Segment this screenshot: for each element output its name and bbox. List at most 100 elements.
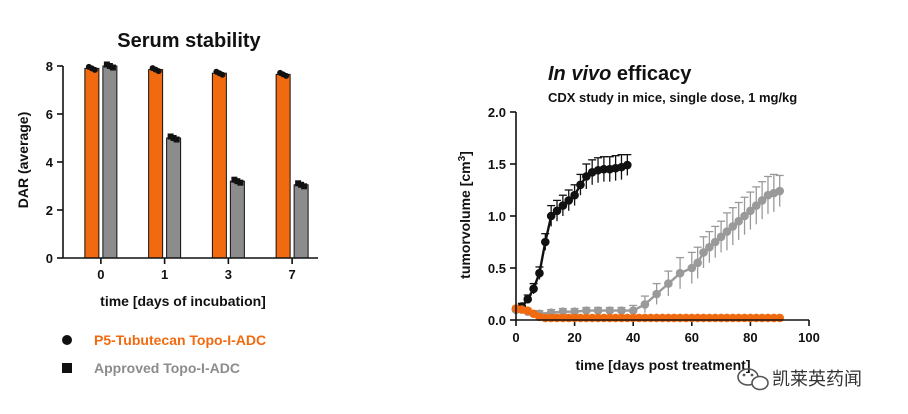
series-point	[582, 306, 591, 315]
y-label-main: tumorvolume [cm	[457, 161, 473, 278]
y-label-close: ]	[457, 151, 473, 156]
bar-chart-title: Serum stability	[117, 30, 261, 52]
legend-square-marker	[62, 363, 72, 373]
line-y-tick-label: 0.0	[488, 313, 506, 328]
bar-chart-y-axis-label: DAR (average)	[15, 112, 31, 208]
bar-y-tick-label: 2	[46, 203, 53, 218]
line-x-tick-label: 80	[743, 330, 757, 345]
series-point	[687, 263, 697, 273]
legend-label-approved: Approved Topo-I-ADC	[94, 360, 240, 376]
line-chart-series	[511, 153, 784, 323]
line-chart-subtitle: CDX study in mice, single dose, 1 mg/kg	[548, 90, 797, 105]
bar-chart-x-axis-label: time [days of incubation]	[100, 293, 266, 309]
bar-data-point	[155, 68, 162, 75]
y-label-superscript: 3	[457, 155, 468, 161]
bar	[84, 67, 100, 259]
bar-x-tick-label: 0	[97, 267, 104, 282]
series-point	[570, 307, 579, 316]
bar-chart-bars	[84, 61, 309, 259]
series-point	[546, 211, 556, 221]
series-point	[675, 268, 685, 278]
bar-x-tick-label: 3	[225, 267, 232, 282]
line-x-tick-label: 100	[798, 330, 820, 345]
line-chart-title-rest: efficacy	[611, 63, 692, 85]
series-point	[523, 294, 533, 304]
bar	[102, 65, 118, 259]
series-point	[699, 248, 708, 257]
bar-data-point	[109, 64, 116, 71]
line-y-tick-label: 0.5	[488, 261, 506, 276]
bar-y-tick-label: 8	[46, 59, 53, 74]
bar-data-point	[91, 66, 98, 73]
bar	[148, 69, 164, 259]
series-point	[541, 237, 550, 247]
bar-data-point	[219, 71, 226, 78]
legend-label-p5: P5-Tubutecan Topo-I-ADC	[94, 332, 266, 348]
bar	[166, 137, 182, 259]
series-point	[652, 289, 661, 299]
series-point	[628, 306, 638, 315]
bar-x-tick-label: 7	[289, 267, 296, 282]
series-point	[664, 279, 673, 288]
series-point	[705, 242, 714, 252]
watermark: 凯莱英药闻	[737, 368, 862, 391]
legend-item-p5: P5-Tubutecan Topo-I-ADC	[62, 332, 266, 348]
bar	[275, 73, 291, 259]
series-point	[605, 306, 615, 315]
series-point	[751, 201, 761, 210]
series-point	[570, 190, 579, 200]
bar-data-point	[301, 183, 308, 190]
bar-y-tick-label: 0	[46, 251, 53, 266]
bar-y-tick-label: 6	[46, 107, 53, 122]
series-point	[535, 268, 544, 278]
series-point	[728, 222, 738, 231]
series-point	[775, 313, 784, 323]
wechat-icon	[737, 368, 769, 391]
series-point	[757, 196, 767, 205]
bar-data-point	[237, 179, 244, 186]
line-chart-title-italic: In vivo	[548, 63, 611, 85]
series-0	[511, 153, 632, 314]
legend-circle-marker	[62, 335, 72, 345]
bar	[293, 184, 309, 259]
line-x-tick-label: 20	[567, 330, 581, 345]
series-point	[529, 284, 538, 294]
bar	[211, 72, 227, 259]
series-point	[746, 206, 755, 216]
line-chart-y-axis-label: tumorvolume [cm3]	[457, 151, 473, 279]
bar-chart-ticks: 0 2 4 6 8 0 1 3 7	[46, 59, 296, 282]
line-chart-x-axis-label: time [days post treatment]	[575, 357, 750, 373]
series-point	[576, 180, 585, 190]
series-point	[775, 186, 784, 196]
line-y-tick-label: 1.5	[488, 157, 506, 172]
bar-data-point	[173, 136, 180, 143]
line-x-tick-label: 40	[626, 330, 640, 345]
series-point	[710, 237, 720, 247]
series-1	[511, 173, 784, 319]
series-point	[640, 300, 650, 309]
series-point	[693, 258, 702, 268]
series-point	[593, 306, 603, 315]
series-point	[623, 160, 632, 170]
series-point	[564, 196, 574, 205]
bar-x-tick-label: 1	[161, 267, 168, 282]
line-x-tick-label: 60	[685, 330, 699, 345]
bar	[229, 180, 245, 259]
series-point	[617, 306, 626, 315]
line-x-tick-label: 0	[512, 330, 519, 345]
legend-item-approved: Approved Topo-I-ADC	[62, 360, 240, 376]
bar-data-point	[283, 72, 290, 79]
watermark-text: 凯莱英药闻	[772, 369, 862, 389]
line-y-tick-label: 1.0	[488, 209, 506, 224]
legend: P5-Tubutecan Topo-I-ADC Approved Topo-I-…	[62, 332, 266, 376]
in-vivo-efficacy-chart: In vivo efficacy CDX study in mice, sing…	[457, 63, 820, 373]
line-chart-title: In vivo efficacy	[548, 63, 692, 85]
series-point	[558, 201, 568, 210]
series-point	[734, 216, 743, 226]
series-point	[558, 307, 568, 316]
series-point	[716, 232, 726, 242]
series-point	[740, 211, 749, 221]
series-point	[722, 227, 732, 236]
line-y-tick-label: 2.0	[488, 105, 506, 120]
